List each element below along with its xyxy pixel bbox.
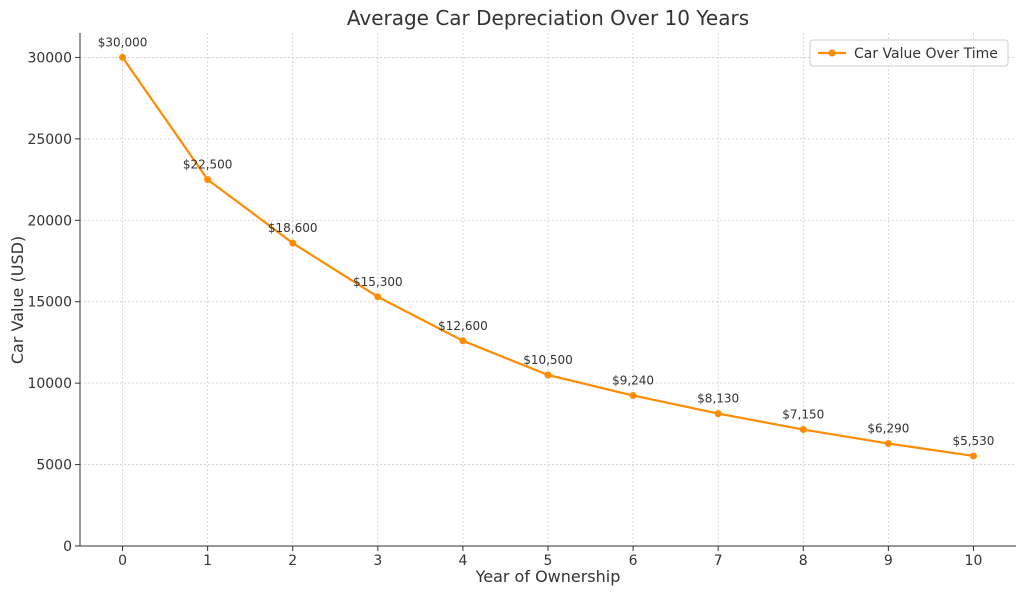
data-point (969, 452, 977, 460)
y-tick-label: 15000 (27, 295, 72, 311)
data-label: $15,300 (353, 275, 403, 289)
x-tick-label: 2 (288, 553, 297, 569)
legend-marker (828, 49, 836, 57)
legend: Car Value Over Time (809, 39, 1009, 67)
data-point (884, 440, 892, 448)
data-point (714, 410, 722, 418)
x-tick-label: 6 (629, 553, 638, 569)
data-label: $18,600 (268, 221, 318, 235)
y-axis-label: Car Value (USD) (8, 236, 27, 364)
data-label: $30,000 (98, 35, 148, 49)
legend-box (809, 39, 1009, 67)
data-point (629, 392, 637, 400)
y-tick-label: 5000 (36, 458, 72, 474)
x-axis-label: Year of Ownership (475, 567, 621, 586)
data-label: $5,530 (952, 434, 994, 448)
legend-label: Car Value Over Time (854, 46, 998, 62)
x-tick-label: 10 (965, 553, 983, 569)
y-tick-label: 0 (63, 539, 72, 555)
data-point (204, 176, 212, 184)
x-tick-label: 5 (544, 553, 553, 569)
axes: 0 1 2 3 4 5 6 7 8 9 10 0 5000 10000 15000 20000 25000 300… (27, 33, 1016, 569)
x-tick-label: 0 (118, 553, 127, 569)
y-tick-label: 20000 (27, 213, 72, 229)
data-label: $7,150 (782, 408, 824, 422)
x-tick-label: 8 (799, 553, 808, 569)
grid (80, 33, 1016, 547)
data-label: $22,500 (183, 158, 233, 172)
data-point (374, 293, 382, 301)
x-tick-label: 1 (203, 553, 212, 569)
data-label: $6,290 (867, 422, 909, 436)
data-point (799, 426, 807, 434)
y-tick-label: 10000 (27, 376, 72, 392)
data-point (544, 371, 552, 379)
data-label: $12,600 (438, 319, 488, 333)
y-tick-label: 30000 (27, 50, 72, 66)
data-label: $8,130 (697, 392, 739, 406)
chart-title: Average Car Depreciation Over 10 Years (347, 6, 749, 30)
x-tick-label: 4 (458, 553, 467, 569)
data-labels: $30,000 $22,500 $18,600 $15,300 $12,600 $10,5… (98, 35, 995, 448)
series-group (119, 53, 977, 460)
x-tick-label: 3 (373, 553, 382, 569)
data-label: $10,500 (523, 353, 573, 367)
data-point (119, 53, 127, 61)
y-tick-label: 25000 (27, 132, 72, 148)
data-point (289, 239, 297, 247)
data-point (459, 337, 467, 345)
x-tick-label: 9 (884, 553, 893, 569)
x-tick-label: 7 (714, 553, 723, 569)
data-label: $9,240 (612, 374, 654, 388)
